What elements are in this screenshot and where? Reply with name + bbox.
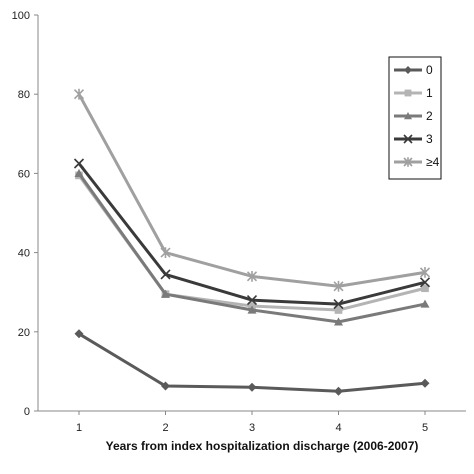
series-layer <box>73 88 431 396</box>
data-point <box>420 299 430 308</box>
series-4 <box>73 88 431 292</box>
legend-label: ≥4 <box>426 155 440 169</box>
series-line <box>78 332 426 393</box>
x-axis-title: Years from index hospitalization dischar… <box>106 439 419 453</box>
data-point <box>403 157 413 167</box>
y-tick-label: 40 <box>18 248 30 260</box>
legend-label: 2 <box>426 109 433 123</box>
data-point <box>404 112 412 120</box>
data-point <box>421 284 429 293</box>
data-point <box>420 378 430 388</box>
data-point <box>160 247 171 258</box>
data-point <box>160 269 171 280</box>
y-tick-label: 60 <box>18 168 30 180</box>
data-point <box>334 306 343 314</box>
data-point <box>333 299 344 310</box>
data-point <box>73 88 85 100</box>
data-point <box>419 267 431 278</box>
series-line <box>77 174 426 312</box>
legend-items: 0 1 2 3 ≥4 <box>394 63 440 169</box>
data-point <box>247 305 257 314</box>
series-3 <box>73 158 431 310</box>
y-axis-ticks: 0 20 40 60 80 100 <box>12 10 38 418</box>
x-tick-label: 2 <box>162 422 168 434</box>
data-point <box>404 89 412 97</box>
legend-item-0: 0 <box>394 63 433 77</box>
series-0 <box>74 329 430 396</box>
data-point <box>404 66 412 74</box>
data-point <box>246 270 258 282</box>
y-tick-label: 0 <box>24 406 30 418</box>
data-point <box>334 386 343 396</box>
x-tick-label: 1 <box>76 422 82 434</box>
legend-box <box>388 56 442 180</box>
x-tick-label: 3 <box>249 422 255 434</box>
x-axis-ticks: 1 2 3 4 5 <box>76 411 428 434</box>
legend: 0 1 2 3 ≥4 <box>388 56 442 180</box>
legend-label: 0 <box>426 63 433 77</box>
legend-label: 3 <box>426 132 433 146</box>
x-tick-label: 4 <box>335 422 341 434</box>
data-point <box>246 295 258 306</box>
series-2 <box>74 168 430 326</box>
legend-item-1: 1 <box>394 86 433 100</box>
data-point <box>161 381 170 391</box>
legend-item-3: 3 <box>394 132 433 146</box>
data-point <box>334 317 343 326</box>
series-line <box>77 93 426 288</box>
legend-label: 1 <box>426 86 433 100</box>
y-tick-label: 100 <box>12 10 30 22</box>
data-point <box>74 329 84 339</box>
data-point <box>419 277 431 288</box>
data-point <box>73 158 85 169</box>
legend-item-4: ≥4 <box>394 155 440 169</box>
data-point <box>74 168 84 177</box>
series-line <box>77 162 426 306</box>
data-point <box>333 280 344 292</box>
data-point <box>247 382 257 392</box>
legend-item-2: 2 <box>394 109 433 123</box>
data-point <box>403 134 413 144</box>
y-tick-label: 80 <box>18 89 30 101</box>
x-tick-label: 5 <box>422 422 428 434</box>
y-tick-label: 20 <box>18 327 30 339</box>
data-point <box>161 289 170 298</box>
